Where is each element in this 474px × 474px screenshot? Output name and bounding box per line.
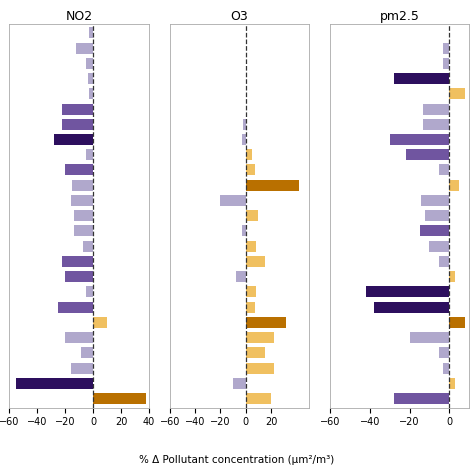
- Bar: [243, 119, 246, 130]
- Bar: [406, 149, 449, 160]
- Text: % Δ Pollutant concentration (μm²/m³): % Δ Pollutant concentration (μm²/m³): [139, 455, 335, 465]
- Bar: [65, 332, 93, 343]
- Bar: [89, 88, 93, 99]
- Bar: [246, 149, 252, 160]
- Bar: [220, 195, 246, 206]
- Bar: [86, 149, 93, 160]
- Bar: [419, 226, 449, 237]
- Bar: [426, 210, 449, 221]
- Bar: [246, 301, 255, 312]
- Bar: [86, 58, 93, 69]
- Bar: [81, 347, 93, 358]
- Bar: [233, 378, 246, 389]
- Bar: [374, 301, 449, 312]
- Bar: [246, 347, 264, 358]
- Bar: [63, 103, 93, 115]
- Bar: [246, 241, 256, 252]
- Bar: [54, 134, 93, 145]
- Bar: [449, 378, 456, 389]
- Bar: [73, 226, 93, 237]
- Bar: [439, 164, 449, 175]
- Bar: [443, 58, 449, 69]
- Bar: [246, 210, 258, 221]
- Bar: [246, 256, 264, 267]
- Bar: [83, 241, 93, 252]
- Bar: [88, 73, 93, 84]
- Bar: [72, 180, 93, 191]
- Bar: [93, 317, 107, 328]
- Bar: [449, 271, 456, 282]
- Bar: [246, 164, 255, 175]
- Bar: [423, 119, 449, 130]
- Bar: [58, 301, 93, 312]
- Bar: [63, 256, 93, 267]
- Bar: [242, 226, 246, 237]
- Bar: [71, 363, 93, 374]
- Bar: [93, 393, 146, 404]
- Bar: [393, 393, 449, 404]
- Bar: [443, 363, 449, 374]
- Bar: [366, 286, 449, 297]
- Bar: [65, 164, 93, 175]
- Bar: [246, 317, 286, 328]
- Bar: [89, 27, 93, 38]
- Bar: [246, 332, 273, 343]
- Bar: [246, 393, 271, 404]
- Bar: [73, 210, 93, 221]
- Bar: [449, 317, 465, 328]
- Bar: [76, 43, 93, 54]
- Title: pm2.5: pm2.5: [380, 9, 419, 23]
- Bar: [17, 378, 93, 389]
- Bar: [393, 73, 449, 84]
- Bar: [246, 363, 273, 374]
- Bar: [439, 256, 449, 267]
- Bar: [449, 180, 459, 191]
- Bar: [429, 241, 449, 252]
- Bar: [236, 271, 246, 282]
- Bar: [71, 195, 93, 206]
- Bar: [443, 43, 449, 54]
- Bar: [449, 88, 465, 99]
- Bar: [242, 134, 246, 145]
- Bar: [423, 103, 449, 115]
- Bar: [410, 332, 449, 343]
- Bar: [246, 180, 299, 191]
- Bar: [390, 134, 449, 145]
- Bar: [421, 195, 449, 206]
- Bar: [63, 119, 93, 130]
- Bar: [86, 286, 93, 297]
- Title: NO2: NO2: [65, 9, 93, 23]
- Bar: [439, 347, 449, 358]
- Title: O3: O3: [230, 9, 248, 23]
- Bar: [246, 286, 256, 297]
- Bar: [65, 271, 93, 282]
